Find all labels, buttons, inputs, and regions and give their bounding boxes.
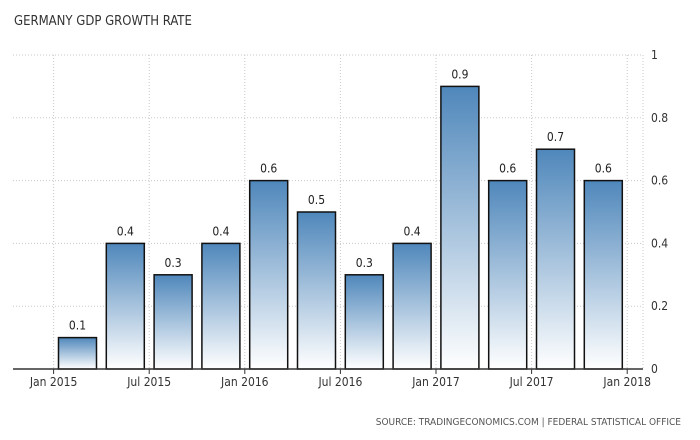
bar — [487, 179, 528, 370]
bar — [440, 85, 480, 370]
data-label: 0.6 — [260, 162, 277, 176]
x-tick-label: Jul 2017 — [509, 375, 554, 389]
y-tick-label: 0.2 — [651, 299, 668, 313]
data-label: 0.3 — [356, 256, 373, 270]
chart-source: SOURCE: TRADINGECONOMICS.COM | FEDERAL S… — [375, 417, 681, 428]
chart-title: GERMANY GDP GROWTH RATE — [14, 14, 192, 29]
data-label: 0.1 — [69, 319, 86, 333]
data-label: 0.9 — [451, 67, 468, 81]
data-label: 0.4 — [117, 224, 134, 238]
data-label: 0.7 — [547, 130, 564, 144]
bar — [296, 211, 337, 370]
data-label: 0.3 — [165, 256, 182, 270]
y-tick-label: 0.4 — [651, 236, 668, 250]
bar — [201, 242, 241, 370]
data-label: 0.5 — [308, 193, 325, 207]
data-label: 0.6 — [499, 162, 516, 176]
y-tick-label: 1 — [651, 48, 658, 62]
x-tick-label: Jan 2018 — [602, 375, 651, 389]
data-label: 0.4 — [212, 224, 229, 238]
x-tick-label: Jan 2016 — [220, 375, 269, 389]
bar — [57, 336, 98, 370]
bar — [583, 179, 624, 370]
data-labels: 0.1 0.4 0.3 0.4 0.6 0.5 0.3 0.4 0.9 0.6 0.7 0.6 — [69, 67, 612, 332]
bar — [105, 242, 146, 370]
bar — [344, 274, 385, 370]
bar — [535, 148, 576, 370]
bar — [153, 274, 193, 370]
y-tick-label: 0.6 — [651, 174, 668, 188]
bars — [57, 85, 624, 370]
bar — [392, 242, 432, 370]
x-tick-label: Jul 2015 — [126, 375, 171, 389]
bar — [248, 179, 289, 370]
y-tick-label: 0 — [651, 362, 658, 376]
x-tick-label: Jul 2016 — [317, 375, 362, 389]
axes: 0 0.2 0.4 0.6 0.8 1 Jan 2015 Jul 2015 Jan 2016 Ju… — [13, 48, 668, 389]
x-tick-label: Jan 2015 — [29, 375, 78, 389]
x-tick-label: Jan 2017 — [411, 375, 460, 389]
y-tick-label: 0.8 — [651, 111, 668, 125]
data-label: 0.6 — [595, 162, 612, 176]
data-label: 0.4 — [404, 224, 421, 238]
